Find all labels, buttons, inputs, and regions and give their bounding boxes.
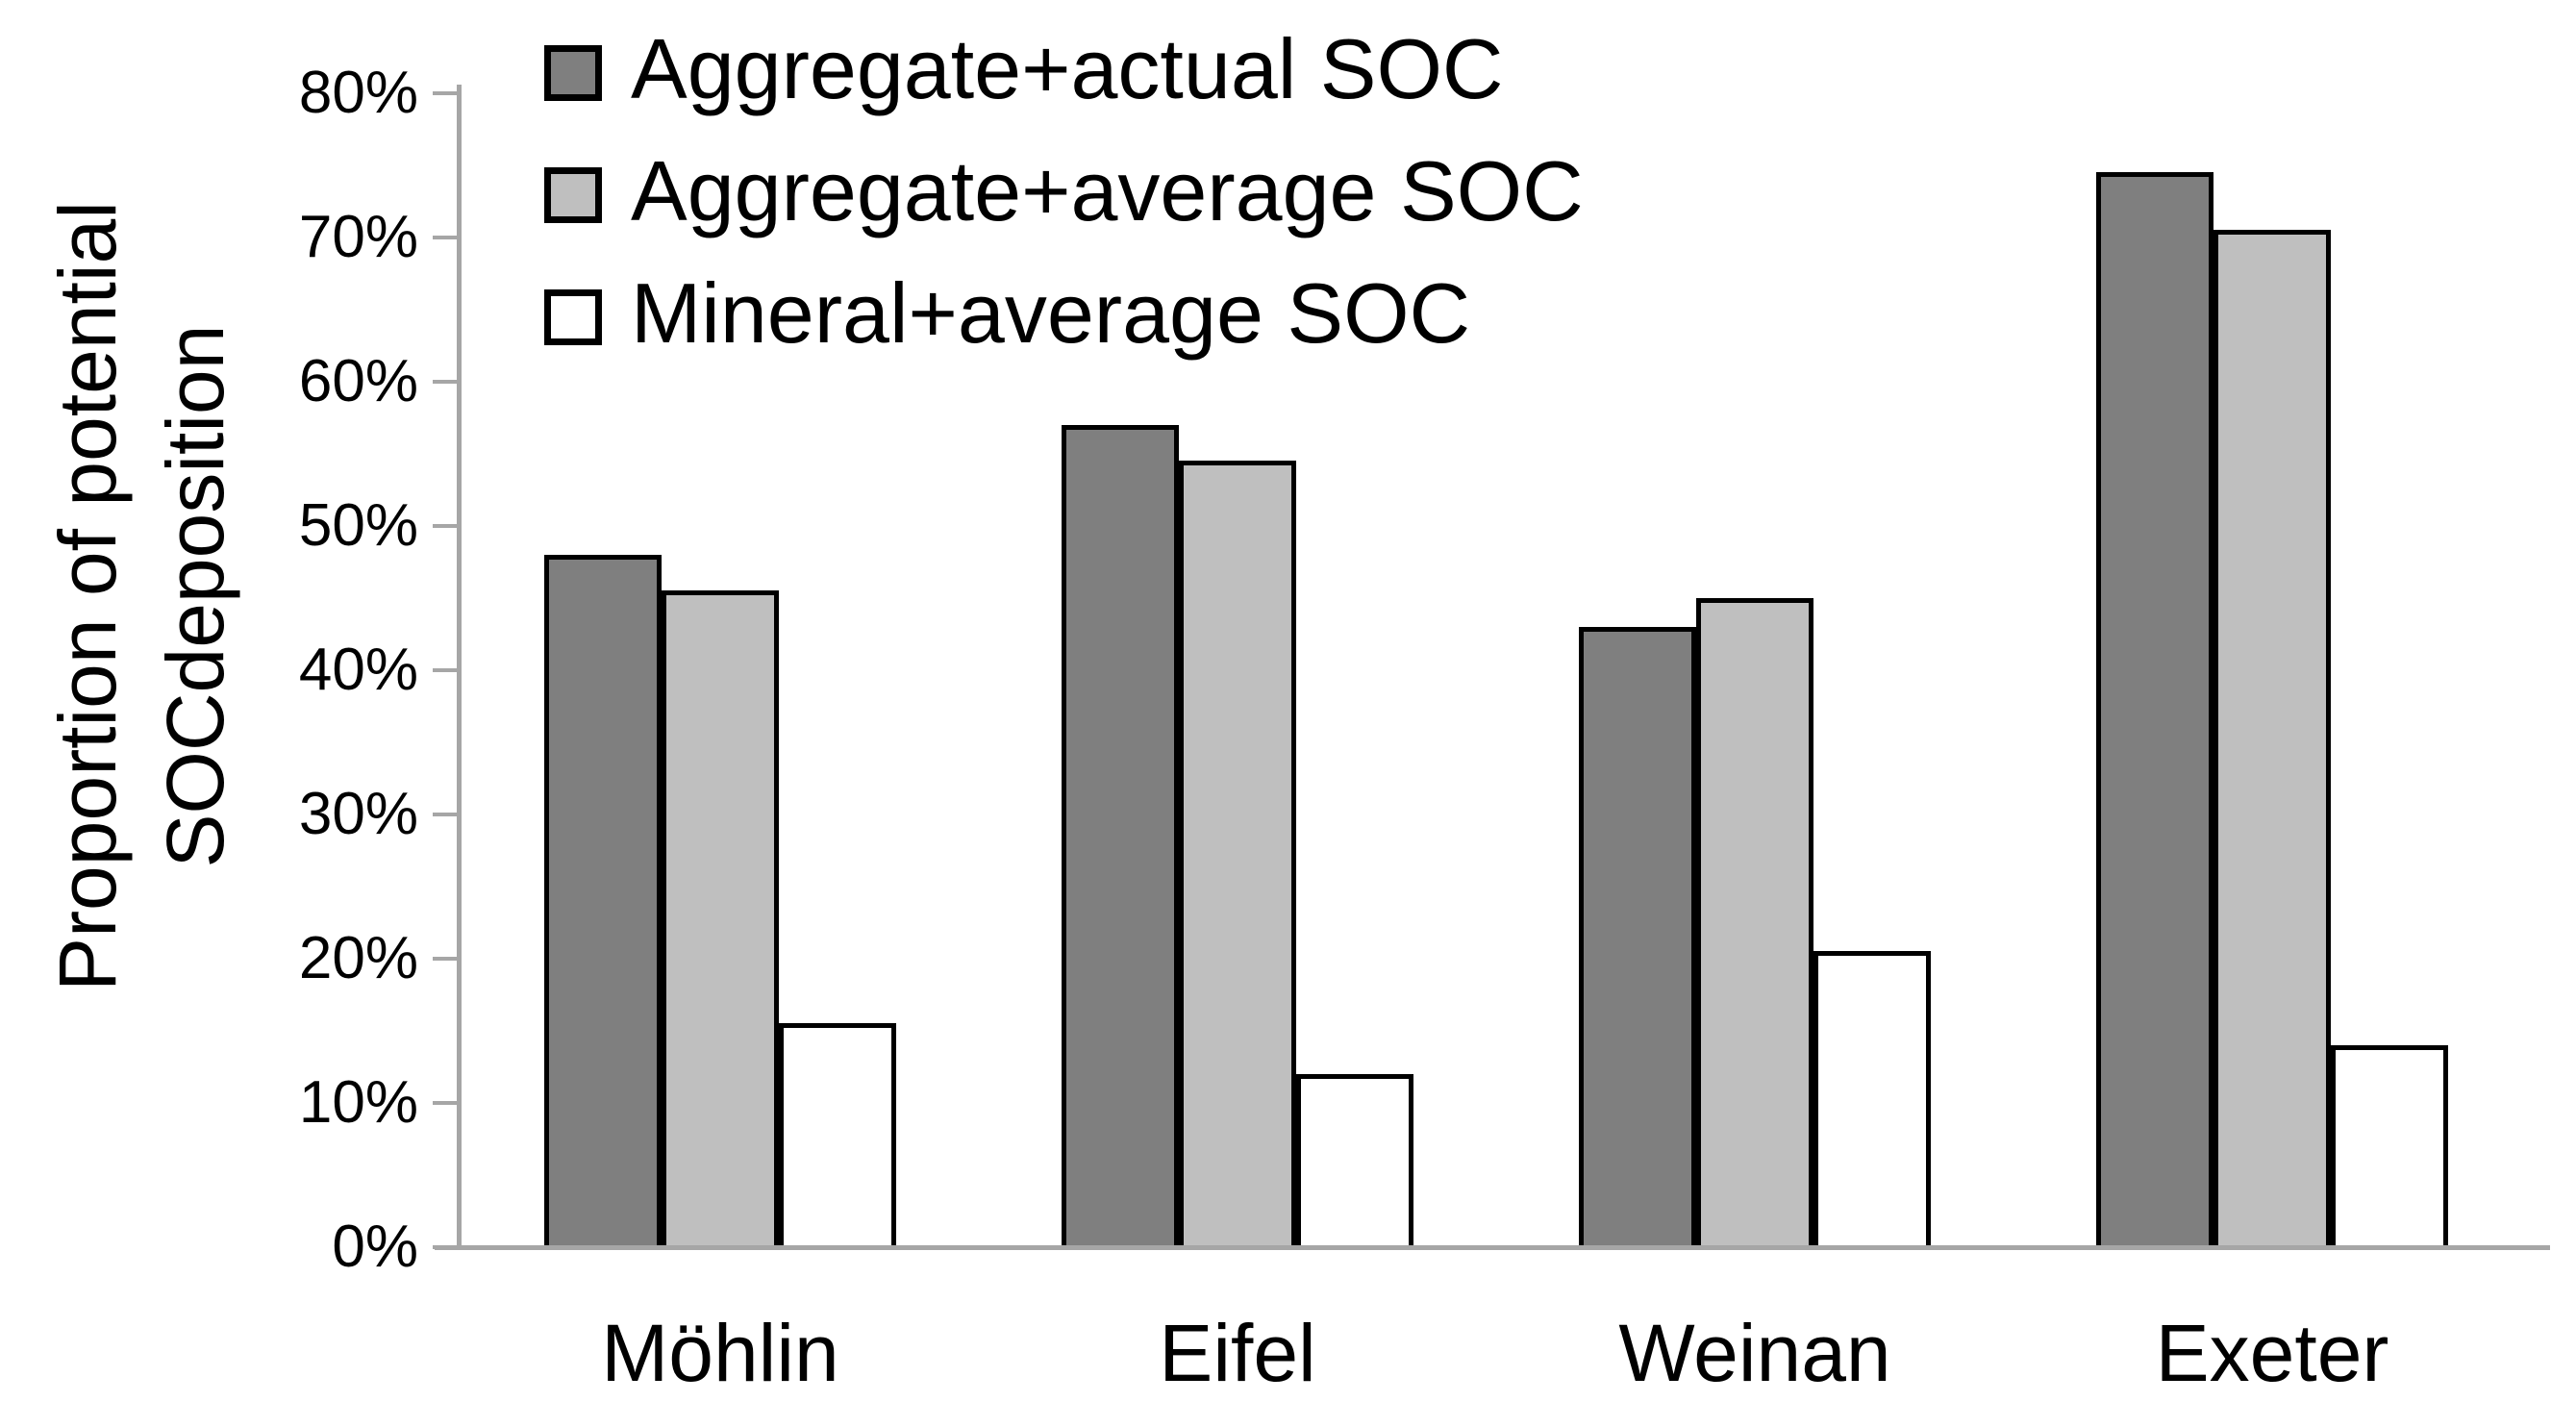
y-tick-10 [433, 1101, 458, 1105]
legend-label: Aggregate+actual SOC [631, 20, 1504, 116]
y-tick-label-60: 60% [298, 348, 418, 414]
y-tick-label-10: 10% [298, 1069, 418, 1136]
y-tick-60 [433, 380, 458, 384]
legend-swatch-icon [544, 44, 602, 101]
bar-weinan-aggregate-average-soc [1696, 598, 1813, 1249]
x-category-label-eifel: Eifel [1159, 1308, 1316, 1398]
bar-eifel-aggregate-actual-soc [1062, 425, 1179, 1249]
bar-weinan-aggregate-actual-soc [1579, 627, 1696, 1249]
bar-m-hlin-mineral-average-soc [779, 1023, 896, 1249]
y-tick-label-20: 20% [298, 925, 418, 991]
legend-item-aggregate-actual-soc: Aggregate+actual SOC [544, 12, 1584, 134]
y-tick-70 [433, 236, 458, 239]
y-tick-label-50: 50% [298, 492, 418, 559]
y-tick-label-40: 40% [298, 637, 418, 703]
y-tick-50 [433, 524, 458, 528]
y-tick-label-80: 80% [298, 60, 418, 126]
bar-weinan-mineral-average-soc [1813, 951, 1931, 1249]
y-tick-40 [433, 668, 458, 672]
x-category-label-weinan: Weinan [1618, 1308, 1891, 1398]
bar-eifel-aggregate-average-soc [1179, 461, 1296, 1249]
y-axis-line [457, 85, 462, 1248]
legend-swatch-icon [544, 166, 602, 223]
x-axis-line [435, 1245, 2550, 1250]
legend-swatch-icon [544, 288, 602, 345]
legend-label: Mineral+average SOC [631, 264, 1471, 361]
legend-item-aggregate-average-soc: Aggregate+average SOC [544, 134, 1584, 256]
legend-label: Aggregate+average SOC [631, 142, 1584, 238]
y-tick-80 [433, 91, 458, 95]
y-tick-label-70: 70% [298, 204, 418, 270]
bar-m-hlin-aggregate-actual-soc [544, 555, 662, 1249]
y-tick-label-0: 0% [332, 1214, 418, 1280]
legend-item-mineral-average-soc: Mineral+average SOC [544, 256, 1584, 378]
y-tick-label-30: 30% [298, 781, 418, 847]
bar-exeter-aggregate-average-soc [2213, 230, 2331, 1249]
bar-eifel-mineral-average-soc [1296, 1074, 1413, 1249]
bar-exeter-mineral-average-soc [2331, 1045, 2448, 1249]
y-axis-title-line-1: Proportion of potential [42, 201, 133, 991]
y-tick-20 [433, 957, 458, 961]
x-category-label-exeter: Exeter [2155, 1308, 2389, 1398]
bar-m-hlin-aggregate-average-soc [662, 590, 779, 1249]
legend: Aggregate+actual SOC Aggregate+average SO… [544, 12, 1584, 378]
y-tick-30 [433, 813, 458, 816]
bar-exeter-aggregate-actual-soc [2096, 172, 2213, 1249]
x-category-label-m-hlin: Möhlin [601, 1308, 839, 1398]
